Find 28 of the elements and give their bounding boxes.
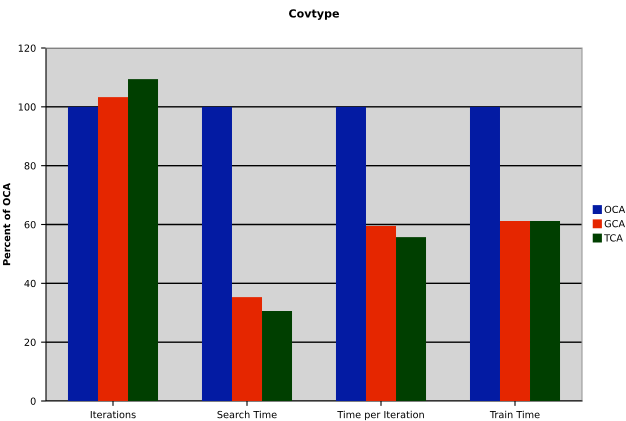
y-tick-label: 100 — [18, 103, 36, 111]
bar — [128, 79, 158, 401]
bar — [98, 97, 128, 401]
x-tick-label: Iterations — [90, 410, 136, 418]
bar — [396, 237, 426, 401]
bar — [262, 310, 292, 401]
y-tick-label: 20 — [24, 338, 36, 346]
y-tick-label: 0 — [30, 397, 36, 405]
y-tick-label: 40 — [24, 280, 36, 288]
y-axis-title: Percent of OCA — [2, 183, 10, 266]
x-tick-label: Time per Iteration — [337, 410, 424, 420]
y-tick-label: 60 — [24, 220, 36, 228]
y-tick-label: 120 — [18, 44, 36, 52]
bar — [470, 106, 500, 401]
bar — [366, 226, 396, 401]
bar — [68, 106, 98, 401]
chart-title: Covtype — [289, 9, 339, 20]
y-tick-label: 80 — [24, 162, 36, 170]
legend-label: TCA — [604, 234, 623, 242]
bar — [232, 297, 262, 401]
x-tick-label: Search Time — [218, 410, 277, 418]
bar — [500, 220, 530, 401]
bar — [202, 106, 232, 401]
legend-label: OCA — [604, 206, 626, 214]
bar — [336, 106, 366, 401]
x-tick-label: Train Time — [490, 410, 540, 418]
legend-label: GCA — [604, 220, 626, 228]
bar — [530, 220, 560, 401]
